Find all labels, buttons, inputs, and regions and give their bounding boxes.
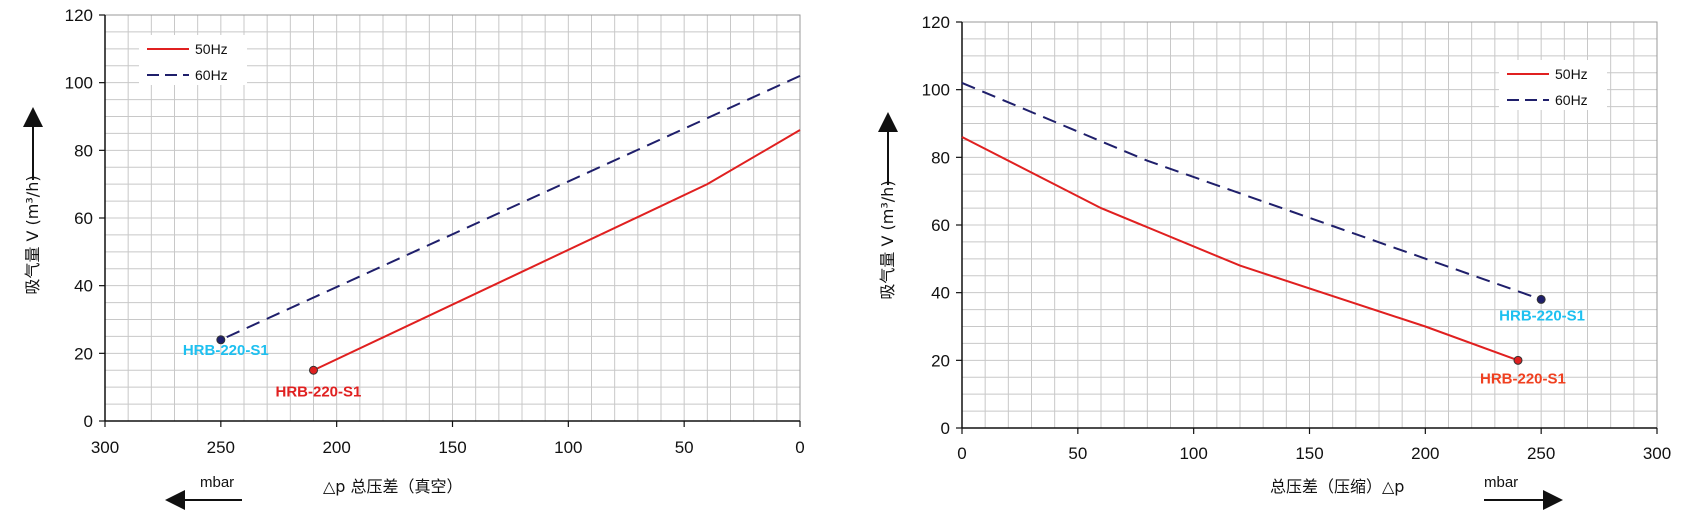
y-axis-title: 吸气量 V (m³/h) bbox=[878, 180, 897, 299]
x-tick-label: 300 bbox=[1643, 444, 1671, 463]
legend: 50Hz 60Hz bbox=[1499, 60, 1607, 110]
y-tick-label: 20 bbox=[931, 351, 950, 370]
series-line-50Hz bbox=[961, 136, 1519, 362]
y-axis-title: 吸气量 V (m³/h) bbox=[23, 175, 42, 294]
x-tick-label: 100 bbox=[554, 438, 582, 457]
x-tick-label: 0 bbox=[795, 438, 804, 457]
x-tick-label: 250 bbox=[207, 438, 235, 457]
y-tick-label: 120 bbox=[922, 13, 950, 32]
y-tick-label: 40 bbox=[74, 277, 93, 296]
x-tick-label: 200 bbox=[1411, 444, 1439, 463]
y-tick-label: 60 bbox=[931, 216, 950, 235]
grid bbox=[961, 21, 1658, 429]
x-tick-label: 50 bbox=[1068, 444, 1087, 463]
x-tick-label: 150 bbox=[1295, 444, 1323, 463]
y-tick-label: 60 bbox=[74, 209, 93, 228]
y-tick-label: 0 bbox=[84, 412, 93, 431]
y-tick-label: 20 bbox=[74, 344, 93, 363]
y-tick-label: 80 bbox=[74, 141, 93, 160]
series-end-label: HRB-220-S1 bbox=[276, 383, 362, 400]
x-tick-label: 50 bbox=[675, 438, 694, 457]
series-end-point-60Hz bbox=[1536, 294, 1546, 304]
x-tick-label: 200 bbox=[322, 438, 350, 457]
series-end-point-60Hz bbox=[216, 335, 226, 345]
x-axis-unit: mbar bbox=[200, 474, 234, 491]
x-tick-label: 250 bbox=[1527, 444, 1555, 463]
series-line-60Hz bbox=[220, 74, 801, 341]
series-end-point-50Hz bbox=[309, 365, 318, 375]
series-line-60Hz bbox=[961, 81, 1542, 301]
grid bbox=[104, 14, 801, 422]
x-tick-label: 150 bbox=[438, 438, 466, 457]
y-tick-label: 100 bbox=[922, 81, 950, 100]
legend-label: 60Hz bbox=[195, 67, 228, 83]
x-axis-title: △p 总压差（真空） bbox=[323, 477, 463, 496]
legend-label: 50Hz bbox=[1555, 66, 1588, 82]
legend-background bbox=[1499, 60, 1607, 110]
y-tick-label: 120 bbox=[65, 6, 93, 25]
x-tick-label: 100 bbox=[1179, 444, 1207, 463]
legend: 50Hz 60Hz bbox=[139, 35, 247, 85]
x-tick-label: 300 bbox=[91, 438, 119, 457]
series-end-label: HRB-220-S1 bbox=[1480, 370, 1566, 387]
series-end-point-50Hz bbox=[1513, 355, 1523, 365]
series-end-label: HRB-220-S1 bbox=[183, 342, 269, 359]
x-axis-title: 总压差（压缩）△p bbox=[1270, 477, 1404, 496]
y-tick-label: 0 bbox=[941, 419, 950, 438]
series-end-label: HRB-220-S1 bbox=[1499, 307, 1585, 324]
legend-label: 60Hz bbox=[1555, 92, 1588, 108]
series-line-50Hz bbox=[313, 129, 801, 372]
legend-background bbox=[139, 35, 247, 85]
chart-2: 0 20 40 60 80 100 120 0 50 100 150 200 250 300 HRB-220… bbox=[878, 13, 1671, 510]
x-axis-unit: mbar bbox=[1484, 474, 1518, 491]
x-tick-label: 0 bbox=[957, 444, 966, 463]
y-tick-label: 80 bbox=[931, 148, 950, 167]
y-tick-label: 100 bbox=[65, 74, 93, 93]
legend-label: 50Hz bbox=[195, 41, 228, 57]
y-tick-label: 40 bbox=[931, 284, 950, 303]
chart-1: 0 20 40 60 80 100 120 300 250 200 150 100 50 0 HRB-220… bbox=[23, 6, 805, 510]
